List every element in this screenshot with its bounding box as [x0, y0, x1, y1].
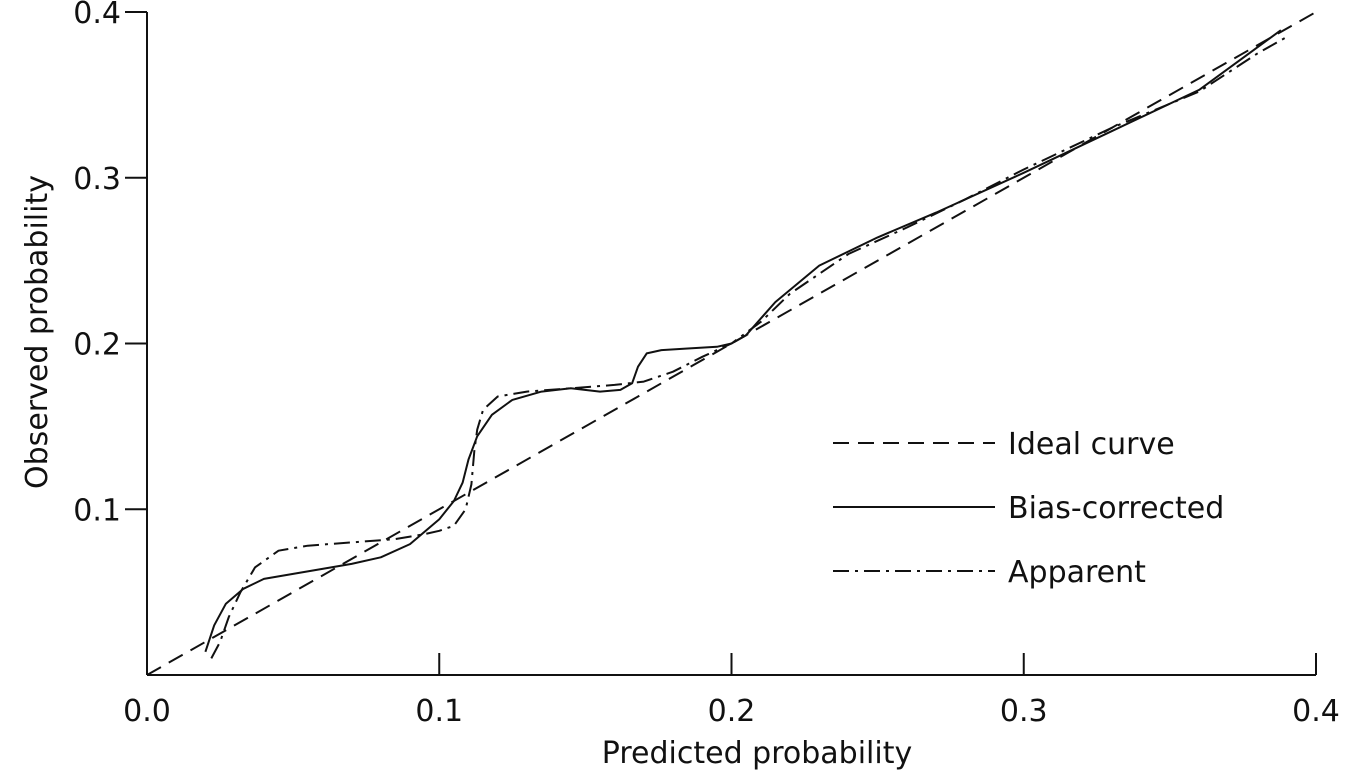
series-layer: [146, 11, 1317, 676]
series-bias-corrected: [204, 29, 1282, 653]
y-tick-label: 0.3: [73, 162, 121, 197]
x-tick-label: 0.1: [415, 694, 463, 729]
y-tick-label: 0.4: [73, 0, 121, 31]
x-tick-label: 0.3: [1000, 694, 1048, 729]
series-apparent: [210, 36, 1288, 659]
x-tick-label: 0.2: [708, 694, 756, 729]
y-axis-title: Observed probability: [20, 175, 55, 489]
legend-label-ideal-curve: Ideal curve: [1008, 427, 1175, 462]
x-axis-title: Predicted probability: [602, 736, 912, 771]
x-tick-label: 0.4: [1292, 694, 1340, 729]
legend: Ideal curve Bias-corrected Apparent: [833, 427, 1224, 590]
x-tick-label: 0.0: [123, 694, 171, 729]
legend-label-bias-corrected: Bias-corrected: [1008, 491, 1224, 526]
axes: 0.0 0.1 0.2 0.3 0.4 0.1 0.2 0.3 0.4: [73, 0, 1340, 729]
legend-label-apparent: Apparent: [1008, 555, 1146, 590]
y-tick-label: 0.1: [73, 493, 121, 528]
y-tick-label: 0.2: [73, 328, 121, 363]
